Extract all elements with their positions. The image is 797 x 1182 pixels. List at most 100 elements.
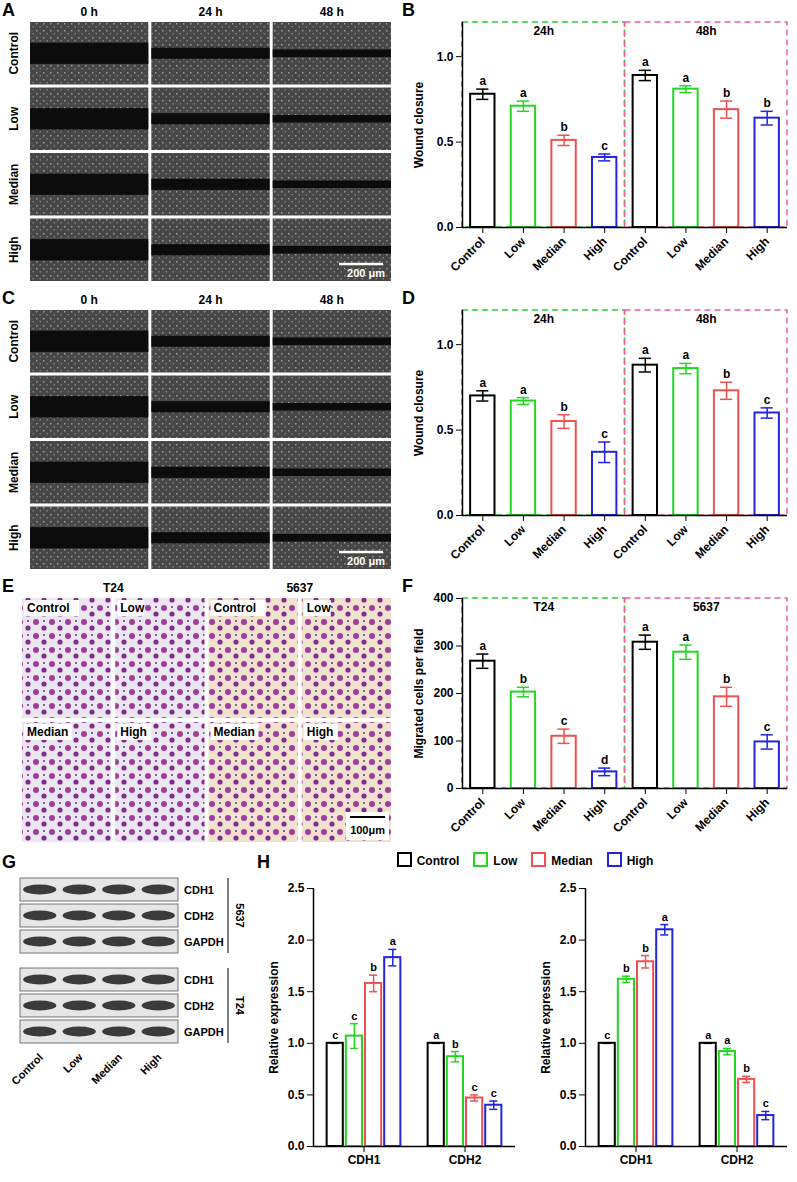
svg-text:2.5: 2.5 (288, 881, 305, 895)
svg-text:c: c (601, 427, 608, 441)
svg-text:0.5: 0.5 (560, 1088, 577, 1102)
svg-text:c: c (764, 393, 771, 407)
svg-text:0.5: 0.5 (437, 135, 454, 149)
svg-text:CDH1: CDH1 (620, 1153, 653, 1167)
svg-text:24 h: 24 h (198, 293, 222, 307)
svg-text:High: High (7, 524, 21, 551)
svg-text:b: b (764, 96, 771, 110)
svg-text:a: a (642, 620, 649, 634)
svg-text:a: a (479, 639, 486, 653)
svg-text:0.0: 0.0 (437, 220, 454, 234)
svg-text:Low: Low (664, 522, 691, 549)
svg-text:Low: Low (501, 522, 528, 549)
svg-text:Median: Median (530, 234, 569, 273)
svg-text:Median: Median (89, 1051, 124, 1086)
svg-text:2.0: 2.0 (560, 933, 577, 947)
svg-text:b: b (560, 400, 567, 414)
svg-text:High: High (581, 522, 610, 551)
svg-text:a: a (433, 1029, 440, 1041)
svg-text:100μm: 100μm (350, 824, 385, 836)
svg-text:CDH2: CDH2 (184, 910, 214, 922)
svg-text:Low: Low (7, 394, 21, 419)
svg-text:Low: Low (307, 601, 332, 615)
svg-text:b: b (743, 1062, 750, 1074)
svg-text:T24: T24 (533, 600, 554, 614)
svg-text:Median: Median (530, 522, 569, 561)
svg-text:100: 100 (433, 734, 453, 748)
svg-text:a: a (642, 343, 649, 357)
svg-text:High: High (7, 236, 21, 263)
svg-text:1.0: 1.0 (288, 1036, 305, 1050)
svg-text:T24: T24 (103, 581, 124, 595)
svg-text:Low: Low (501, 234, 528, 261)
svg-text:a: a (705, 1029, 712, 1041)
svg-text:c: c (472, 1081, 478, 1093)
svg-text:a: a (724, 1034, 731, 1046)
svg-text:Median: Median (692, 522, 731, 561)
svg-text:Control: Control (9, 1051, 45, 1087)
svg-text:Median: Median (692, 234, 731, 273)
svg-text:Control: Control (610, 795, 650, 835)
svg-text:a: a (662, 911, 669, 923)
svg-text:1.5: 1.5 (560, 985, 577, 999)
svg-text:48 h: 48 h (320, 293, 344, 307)
svg-text:Relative expression: Relative expression (539, 961, 553, 1074)
svg-text:48h: 48h (696, 24, 717, 38)
svg-text:Control: Control (448, 795, 488, 835)
svg-text:High: High (138, 1051, 164, 1077)
svg-text:a: a (479, 74, 486, 88)
svg-text:Low: Low (501, 795, 528, 822)
svg-text:5637: 5637 (286, 581, 313, 595)
svg-text:24h: 24h (533, 24, 554, 38)
svg-text:High: High (581, 795, 610, 824)
svg-text:b: b (452, 1038, 459, 1050)
svg-text:High: High (581, 234, 610, 263)
svg-text:Control: Control (7, 32, 21, 75)
svg-text:a: a (683, 71, 690, 85)
svg-text:Relative expression: Relative expression (267, 961, 281, 1074)
svg-text:High: High (743, 522, 772, 551)
svg-text:Control: Control (448, 522, 488, 562)
svg-text:c: c (763, 1097, 769, 1109)
svg-text:5637: 5637 (693, 600, 720, 614)
svg-text:1.0: 1.0 (560, 1036, 577, 1050)
svg-text:Median: Median (214, 725, 255, 739)
svg-text:d: d (601, 753, 608, 767)
svg-text:Low: Low (61, 1051, 85, 1075)
svg-text:a: a (683, 348, 690, 362)
svg-text:b: b (723, 86, 730, 100)
svg-text:Control: Control (610, 234, 650, 274)
svg-text:CDH2: CDH2 (184, 1000, 214, 1012)
svg-text:b: b (642, 942, 649, 954)
svg-text:1.5: 1.5 (288, 985, 305, 999)
svg-text:24h: 24h (533, 312, 554, 326)
svg-text:Control: Control (7, 320, 21, 363)
svg-text:Wound closure: Wound closure (412, 369, 426, 456)
svg-text:b: b (370, 961, 377, 973)
svg-text:Low: Low (7, 106, 21, 131)
svg-text:CDH1: CDH1 (184, 884, 214, 896)
svg-text:High: High (743, 234, 772, 263)
svg-text:200: 200 (433, 686, 453, 700)
svg-text:0.0: 0.0 (288, 1139, 305, 1153)
svg-text:Median: Median (7, 452, 21, 493)
svg-text:Wound closure: Wound closure (412, 81, 426, 168)
svg-text:GAPDH: GAPDH (184, 936, 224, 948)
svg-text:b: b (623, 962, 630, 974)
svg-text:c: c (764, 720, 771, 734)
svg-text:c: c (491, 1087, 497, 1099)
svg-text:High: High (307, 725, 334, 739)
svg-text:Median: Median (692, 795, 731, 834)
svg-text:T24: T24 (234, 996, 246, 1016)
svg-text:b: b (723, 367, 730, 381)
svg-text:Median: Median (7, 164, 21, 205)
svg-text:5637: 5637 (234, 903, 246, 927)
svg-text:a: a (520, 86, 527, 100)
svg-text:a: a (642, 55, 649, 69)
svg-text:c: c (351, 1010, 357, 1022)
svg-text:CDH1: CDH1 (348, 1153, 381, 1167)
svg-text:a: a (390, 935, 397, 947)
svg-text:b: b (560, 120, 567, 134)
svg-text:200 μm: 200 μm (347, 267, 385, 279)
svg-text:300: 300 (433, 639, 453, 653)
